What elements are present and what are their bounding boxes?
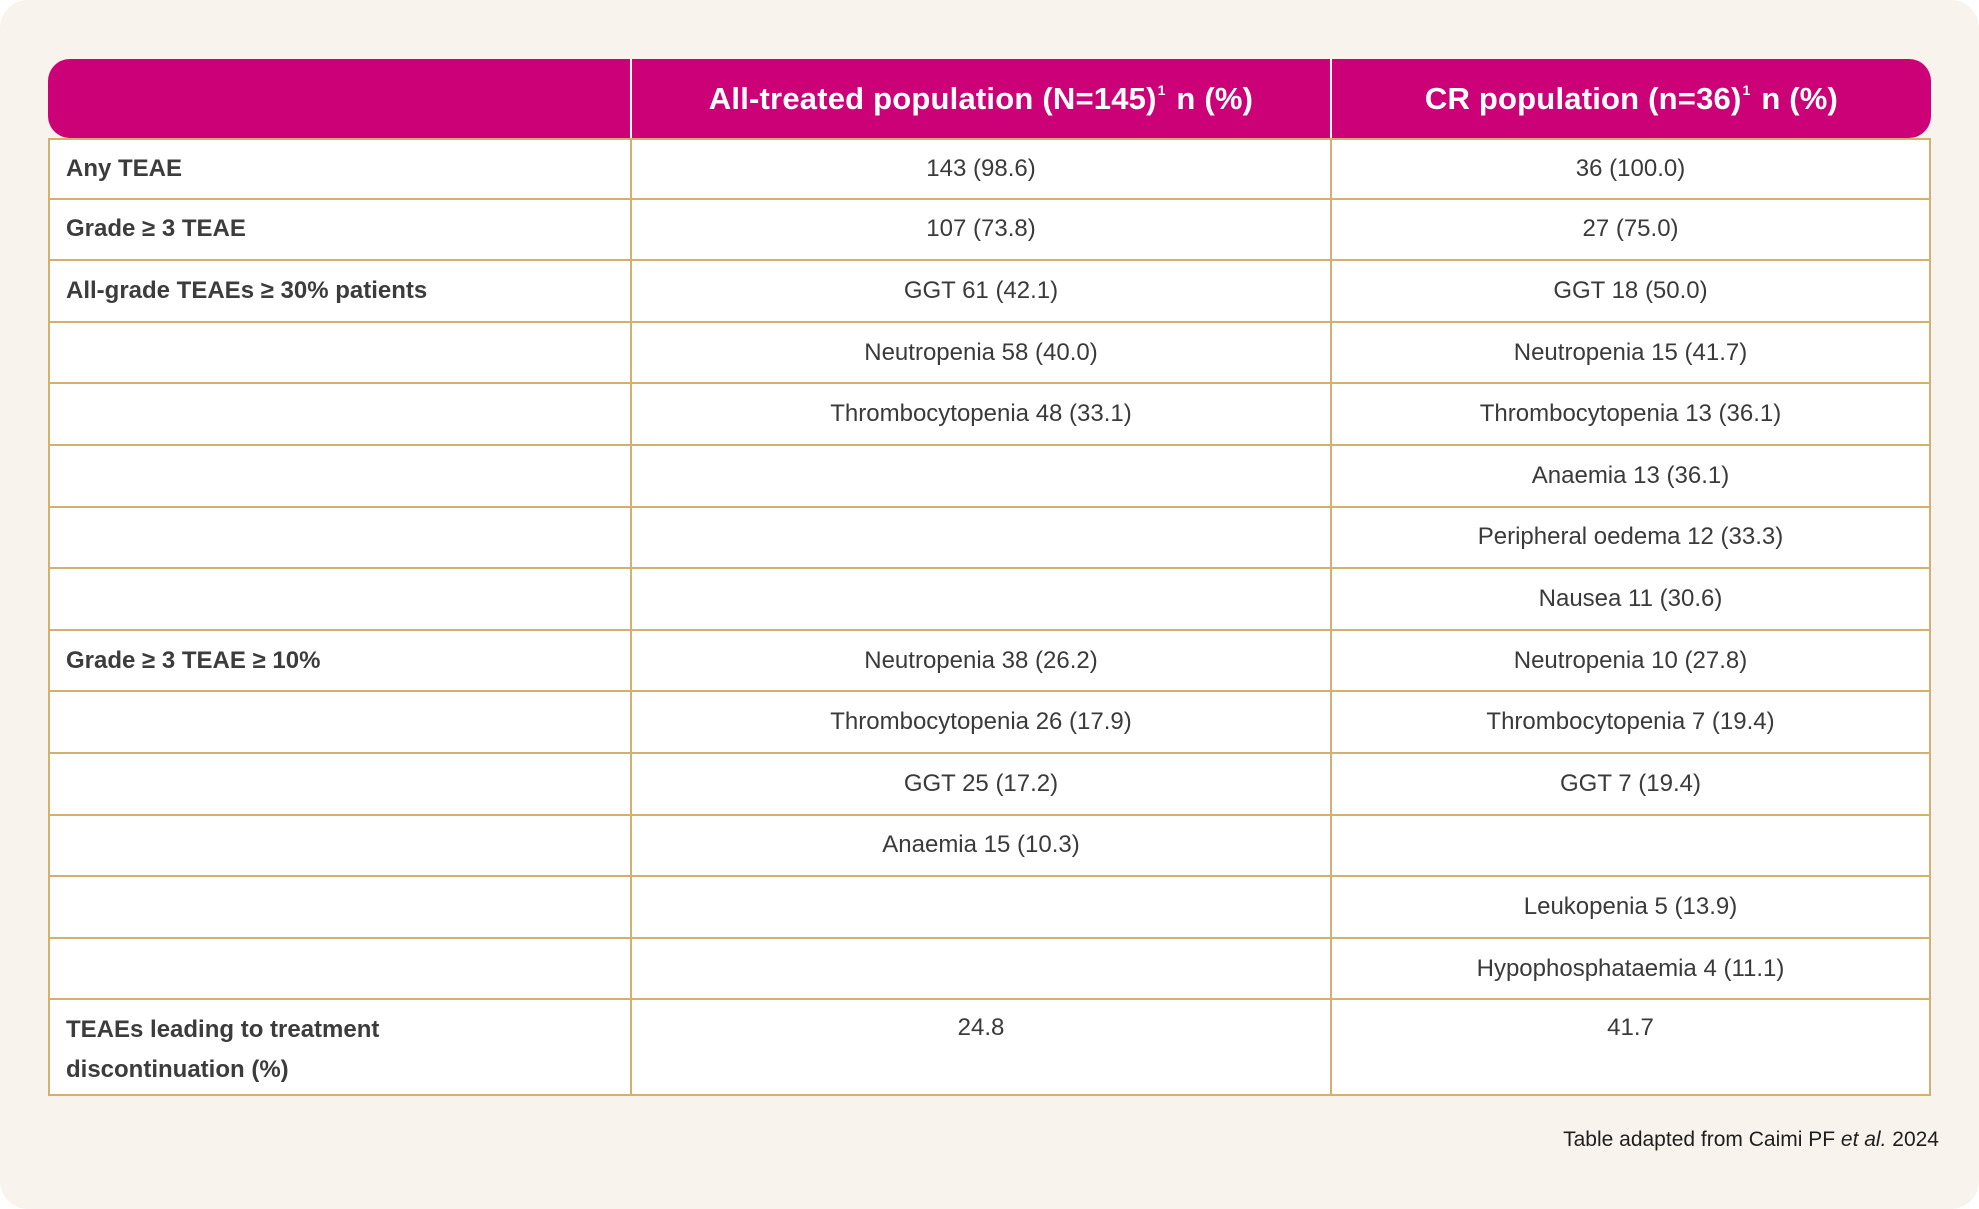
row-label bbox=[48, 815, 632, 878]
table-row: Grade ≥ 3 TEAE 107 (73.8) 27 (75.0) bbox=[48, 199, 1931, 262]
cell-all-treated: 24.8 bbox=[632, 1000, 1332, 1097]
header-all-treated-unit: n (%) bbox=[1176, 80, 1254, 116]
cell-all-treated: Neutropenia 58 (40.0) bbox=[632, 322, 1332, 385]
cell-cr: GGT 18 (50.0) bbox=[1332, 261, 1931, 323]
row-label bbox=[48, 753, 632, 816]
table-row: Any TEAE 143 (98.6) 36 (100.0) bbox=[48, 138, 1931, 200]
table-row: Nausea 11 (30.6) bbox=[48, 569, 1931, 631]
row-label bbox=[48, 938, 632, 1001]
row-label-line2: discontinuation (%) bbox=[66, 1056, 289, 1084]
row-label: Any TEAE bbox=[48, 138, 632, 200]
row-label bbox=[48, 507, 632, 570]
table-row: Thrombocytopenia 26 (17.9) Thrombocytope… bbox=[48, 692, 1931, 754]
caption-prefix: Table adapted from Caimi PF bbox=[1563, 1128, 1841, 1151]
table-row: Thrombocytopenia 48 (33.1) Thrombocytope… bbox=[48, 384, 1931, 446]
cell-cr: 27 (75.0) bbox=[1332, 199, 1931, 262]
cell-cr: Thrombocytopenia 13 (36.1) bbox=[1332, 384, 1931, 446]
cell-all-treated bbox=[632, 507, 1332, 570]
table-row: TEAEs leading to treatment discontinuatio… bbox=[48, 1000, 1931, 1097]
caption-suffix: 2024 bbox=[1886, 1128, 1939, 1151]
table-row: Leukopenia 5 (13.9) bbox=[48, 877, 1931, 939]
cell-all-treated bbox=[632, 877, 1332, 939]
header-all-treated: All-treated population (N=145)1 n (%) bbox=[632, 59, 1332, 138]
cell-cr: Thrombocytopenia 7 (19.4) bbox=[1332, 692, 1931, 754]
table-header: All-treated population (N=145)1 n (%) CR… bbox=[48, 59, 1931, 138]
row-label: Grade ≥ 3 TEAE bbox=[48, 199, 632, 262]
row-label bbox=[48, 384, 632, 446]
cell-all-treated: GGT 25 (17.2) bbox=[632, 753, 1332, 816]
source-caption: Table adapted from Caimi PF et al. 2024 bbox=[1563, 1128, 1939, 1152]
teae-table: All-treated population (N=145)1 n (%) CR… bbox=[48, 59, 1931, 1097]
cell-cr: Peripheral oedema 12 (33.3) bbox=[1332, 507, 1931, 570]
table-row: Peripheral oedema 12 (33.3) bbox=[48, 507, 1931, 570]
table-row: Anaemia 15 (10.3) bbox=[48, 815, 1931, 878]
header-cr-ref: 1 bbox=[1742, 81, 1751, 98]
table-container: All-treated population (N=145)1 n (%) CR… bbox=[48, 59, 1931, 1097]
table-row: Neutropenia 58 (40.0) Neutropenia 15 (41… bbox=[48, 322, 1931, 385]
cell-cr: Anaemia 13 (36.1) bbox=[1332, 445, 1931, 508]
cell-all-treated: 107 (73.8) bbox=[632, 199, 1332, 262]
row-label bbox=[48, 692, 632, 754]
cell-cr: Neutropenia 10 (27.8) bbox=[1332, 630, 1931, 693]
cell-all-treated: Neutropenia 38 (26.2) bbox=[632, 630, 1332, 693]
cell-all-treated: GGT 61 (42.1) bbox=[632, 261, 1332, 323]
cell-cr: Hypophosphataemia 4 (11.1) bbox=[1332, 938, 1931, 1001]
cell-all-treated: Thrombocytopenia 26 (17.9) bbox=[632, 692, 1332, 754]
cell-cr: Neutropenia 15 (41.7) bbox=[1332, 322, 1931, 385]
cell-all-treated bbox=[632, 569, 1332, 631]
cell-all-treated: 143 (98.6) bbox=[632, 138, 1332, 200]
cell-all-treated bbox=[632, 445, 1332, 508]
header-cr-unit: n (%) bbox=[1761, 80, 1839, 116]
cell-all-treated: Anaemia 15 (10.3) bbox=[632, 815, 1332, 878]
row-label bbox=[48, 322, 632, 385]
cell-cr: GGT 7 (19.4) bbox=[1332, 753, 1931, 816]
header-empty-cell bbox=[48, 59, 632, 138]
header-cr: CR population (n=36)1 n (%) bbox=[1332, 59, 1931, 138]
cell-cr: Leukopenia 5 (13.9) bbox=[1332, 877, 1931, 939]
table-row: GGT 25 (17.2) GGT 7 (19.4) bbox=[48, 753, 1931, 816]
cell-cr: 41.7 bbox=[1332, 1000, 1931, 1097]
row-label-line1: TEAEs leading to treatment bbox=[66, 1016, 380, 1044]
row-label bbox=[48, 569, 632, 631]
row-label bbox=[48, 877, 632, 939]
cell-cr: Nausea 11 (30.6) bbox=[1332, 569, 1931, 631]
row-label: TEAEs leading to treatment discontinuatio… bbox=[48, 1000, 632, 1097]
row-label: Grade ≥ 3 TEAE ≥ 10% bbox=[48, 630, 632, 693]
row-label: All-grade TEAEs ≥ 30% patients bbox=[48, 261, 632, 323]
cell-cr: 36 (100.0) bbox=[1332, 138, 1931, 200]
table-body: Any TEAE 143 (98.6) 36 (100.0) Grade ≥ 3… bbox=[48, 138, 1931, 1097]
table-row: Hypophosphataemia 4 (11.1) bbox=[48, 938, 1931, 1001]
table-row: Grade ≥ 3 TEAE ≥ 10% Neutropenia 38 (26.… bbox=[48, 630, 1931, 693]
table-row: Anaemia 13 (36.1) bbox=[48, 445, 1931, 508]
cell-all-treated bbox=[632, 938, 1332, 1001]
cell-cr bbox=[1332, 815, 1931, 878]
header-cr-label: CR population (n=36) bbox=[1424, 80, 1742, 116]
header-all-treated-label: All-treated population (N=145) bbox=[708, 80, 1157, 116]
table-row: All-grade TEAEs ≥ 30% patients GGT 61 (4… bbox=[48, 261, 1931, 323]
row-label bbox=[48, 445, 632, 508]
cell-all-treated: Thrombocytopenia 48 (33.1) bbox=[632, 384, 1332, 446]
caption-italic: et al. bbox=[1840, 1128, 1887, 1151]
header-all-treated-ref: 1 bbox=[1157, 81, 1166, 98]
